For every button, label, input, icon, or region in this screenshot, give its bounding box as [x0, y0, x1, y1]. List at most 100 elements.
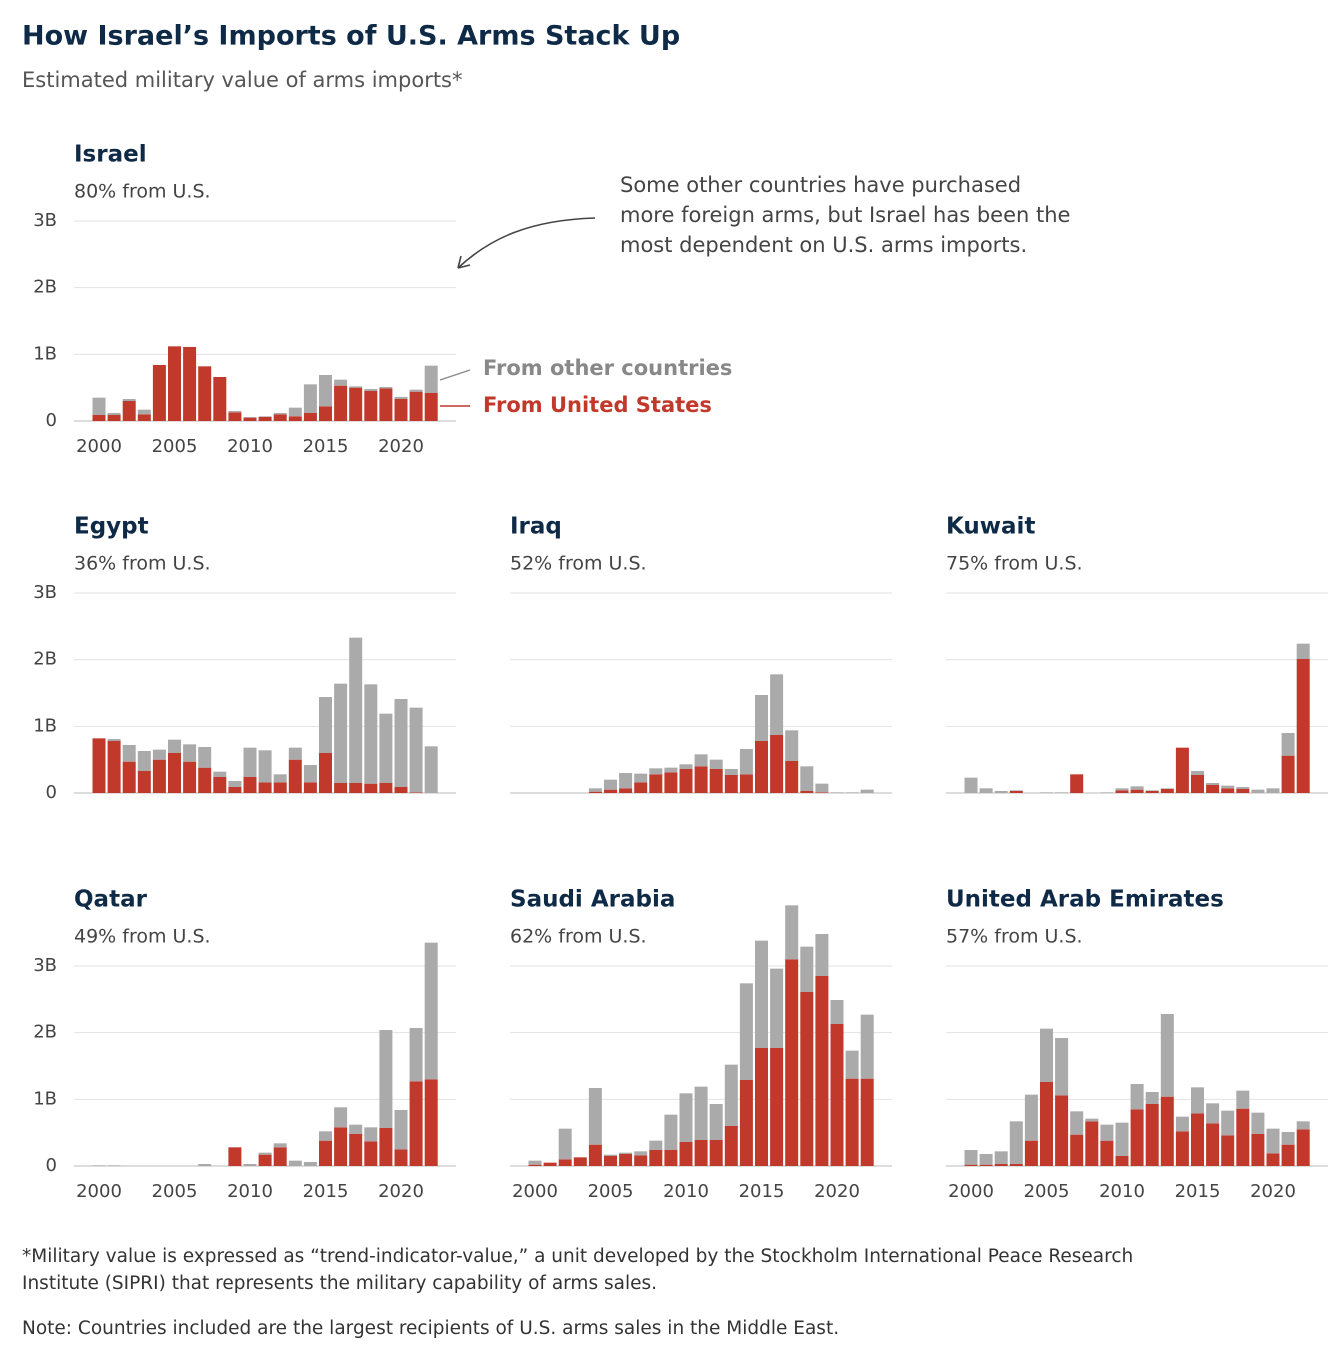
bar-segment	[273, 782, 287, 793]
bar-segment	[679, 1142, 693, 1166]
bar-segment	[694, 766, 708, 793]
bar-segment	[1100, 1124, 1114, 1141]
bar-segment	[664, 772, 678, 793]
bar-segment	[1266, 1153, 1280, 1166]
bar-segment	[92, 1165, 106, 1166]
bar-segment	[709, 1104, 723, 1140]
bar-segment	[424, 393, 438, 421]
bar-segment	[604, 789, 617, 793]
bar-segment	[319, 406, 332, 421]
bar-segment	[1175, 1116, 1189, 1132]
x-tick-label: 2005	[152, 436, 198, 457]
bar-segment	[709, 759, 723, 769]
bar-segment	[755, 695, 768, 741]
chart-title: Egypt	[74, 514, 149, 540]
bar-segment	[1175, 747, 1189, 793]
bar-segment	[1055, 1038, 1069, 1096]
bar-segment	[588, 791, 602, 793]
bar-segment	[394, 399, 408, 421]
bar-segment	[619, 1154, 633, 1166]
bar-segment	[1009, 1121, 1023, 1164]
annotation-arrow	[457, 217, 596, 269]
bar-segment	[107, 415, 121, 421]
bar-segment	[168, 739, 181, 753]
bar-segment	[694, 1086, 708, 1140]
bar-segment	[122, 401, 136, 421]
bar-segment	[152, 365, 166, 421]
bar-segment	[1296, 1129, 1310, 1166]
bar-segment	[1040, 792, 1053, 793]
bar-segment	[739, 1080, 753, 1166]
bar-segment	[679, 769, 693, 793]
x-tick-label: 2010	[1099, 1181, 1145, 1202]
bar-segment	[979, 1154, 993, 1165]
bar-segment	[1009, 791, 1023, 793]
bar-segment	[860, 1078, 874, 1166]
chart-subtitle: 49% from U.S.	[74, 926, 211, 948]
bar-segment	[92, 415, 106, 421]
bar-segment	[1206, 785, 1220, 793]
x-tick-label: 2000	[948, 1181, 994, 1202]
bar-segment	[860, 789, 874, 793]
bar-segment	[694, 1140, 708, 1166]
bar-segment	[243, 747, 257, 777]
bar-segment	[228, 412, 242, 421]
x-tick-label: 2020	[378, 436, 424, 457]
bar-segment	[649, 768, 663, 775]
bar-segment	[528, 1164, 542, 1166]
y-tick-label: 3B	[33, 210, 57, 231]
bar-segment	[830, 1024, 844, 1166]
bar-segment	[349, 783, 363, 793]
bar-segment	[1281, 1144, 1295, 1166]
bar-segment	[107, 413, 121, 415]
bar-segment	[770, 1048, 784, 1166]
chart-subtitle: 57% from U.S.	[946, 926, 1083, 948]
bar-segment	[588, 788, 602, 792]
bar-segment	[1009, 1164, 1023, 1166]
bar-segment	[1130, 786, 1144, 790]
bar-segment	[243, 1164, 257, 1166]
bar-segment	[228, 787, 242, 793]
bar-segment	[664, 767, 678, 773]
bar-segment	[860, 1014, 874, 1079]
x-tick-label: 2005	[1024, 1181, 1070, 1202]
bar-segment	[92, 738, 106, 793]
x-tick-label: 2015	[303, 436, 349, 457]
bar-segment	[679, 764, 693, 769]
x-tick-label: 2000	[512, 1181, 558, 1202]
bar-segment	[1130, 789, 1144, 793]
bar-segment	[198, 767, 212, 793]
bar-segment	[319, 1131, 332, 1141]
bar-segment	[364, 1141, 378, 1166]
bar-segment	[1281, 733, 1295, 756]
bar-segment	[303, 782, 317, 793]
bar-segment	[183, 761, 197, 793]
x-tick-label: 2020	[378, 1181, 424, 1202]
bar-segment	[394, 699, 408, 787]
bar-segment	[649, 774, 663, 793]
x-tick-label: 2020	[1250, 1181, 1296, 1202]
bar-segment	[364, 1127, 378, 1142]
bar-segment	[558, 1128, 572, 1160]
bar-segment	[604, 779, 617, 790]
bar-segment	[379, 1128, 393, 1166]
bar-segment	[424, 746, 438, 793]
bar-segment	[709, 769, 723, 793]
bar-segment	[845, 1078, 859, 1166]
bar-segment	[800, 946, 814, 992]
bar-segment	[168, 753, 181, 793]
bar-segment	[724, 775, 738, 793]
bar-segment	[800, 766, 814, 791]
bar-segment	[845, 792, 859, 793]
bar-segment	[755, 940, 768, 1048]
bar-segment	[994, 1151, 1008, 1164]
annotation: Some other countries have purchased	[620, 173, 1021, 197]
bar-segment	[543, 1162, 557, 1166]
bar-segment	[258, 1154, 272, 1166]
bar-segment	[1024, 1140, 1038, 1166]
bar-segment	[1191, 771, 1204, 775]
x-tick-label: 2010	[227, 1181, 273, 1202]
bar-segment	[303, 765, 317, 783]
legend-connector	[439, 369, 471, 381]
bar-segment	[1115, 788, 1129, 791]
